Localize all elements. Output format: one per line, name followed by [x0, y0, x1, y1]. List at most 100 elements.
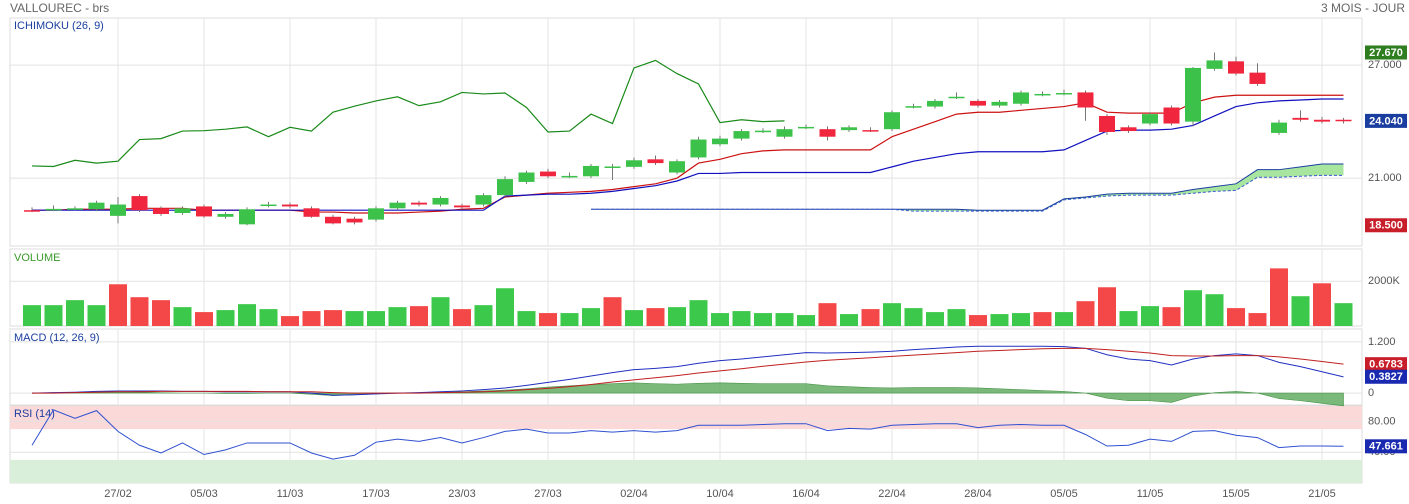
- rsi-line: [31, 409, 1344, 460]
- band: [10, 406, 1362, 430]
- price-tag-label: 47.661: [1369, 441, 1403, 453]
- candle: [991, 101, 1008, 106]
- volume-bar: [625, 310, 643, 326]
- x-tick-label: 15/05: [1222, 488, 1250, 500]
- x-tick-label: 02/04: [620, 488, 648, 500]
- candle: [24, 210, 40, 212]
- candle: [1314, 119, 1330, 122]
- candle: [1099, 115, 1115, 132]
- volume-bar: [668, 307, 686, 326]
- candle: [970, 100, 986, 106]
- x-tick-label: 11/03: [277, 488, 304, 500]
- candle: [239, 209, 255, 225]
- volume-bar: [23, 305, 41, 326]
- price-tag-label: 24.040: [1369, 115, 1403, 127]
- candle: [110, 204, 126, 216]
- candle: [1292, 117, 1309, 120]
- candle: [1120, 127, 1137, 132]
- volume-bar: [990, 314, 1009, 326]
- volume-bar: [732, 311, 751, 326]
- volume-bar: [324, 310, 342, 326]
- volume-bar: [195, 312, 213, 326]
- volume-bar: [1334, 303, 1353, 326]
- volume-bar: [453, 309, 471, 326]
- price-tag: [1365, 369, 1407, 384]
- candle: [153, 208, 169, 214]
- volume-bar: [754, 313, 772, 326]
- volume-bar: [1141, 306, 1159, 326]
- x-tick-label: 27/02: [104, 488, 132, 500]
- candle: [1271, 122, 1287, 133]
- period: 3 MOIS - JOUR: [1321, 1, 1405, 15]
- volume-bar: [711, 313, 729, 326]
- candle: [884, 112, 900, 130]
- x-tick-label: 16/04: [792, 488, 820, 500]
- candle: [1185, 67, 1201, 122]
- candle: [1249, 72, 1266, 84]
- candle: [346, 218, 363, 223]
- price-tag: [1365, 45, 1407, 60]
- candle: [217, 213, 234, 217]
- volume-bar: [646, 308, 665, 326]
- histogram: [31, 382, 1344, 407]
- candle: [368, 208, 384, 220]
- volume-bar: [410, 306, 428, 326]
- candle: [798, 126, 814, 129]
- volume-bar: [474, 305, 493, 326]
- candle: [1056, 92, 1072, 95]
- x-tick-label: 27/03: [534, 488, 562, 500]
- candle: [518, 172, 535, 182]
- price-tag: [1365, 218, 1407, 233]
- volume-bar: [1012, 313, 1030, 326]
- candle: [325, 216, 341, 224]
- x-tick-label: 05/05: [1050, 488, 1078, 500]
- candle: [389, 202, 406, 209]
- page-title: VALLOUREC - brs: [10, 1, 109, 15]
- candle: [669, 161, 685, 173]
- volume-bar: [517, 311, 536, 326]
- volume-bar: [1076, 301, 1095, 326]
- volume-bar: [560, 313, 579, 326]
- volume-bar: [797, 315, 815, 326]
- candle: [819, 129, 836, 137]
- candle: [755, 130, 771, 133]
- price-tag: [1365, 113, 1407, 128]
- band: [10, 459, 1362, 483]
- candle: [45, 208, 62, 211]
- macd-line: [32, 347, 1344, 394]
- volume-bar: [1248, 313, 1267, 326]
- y-tick-label: 0: [1368, 387, 1374, 399]
- volume-bar: [969, 315, 987, 326]
- volume-bar: [1162, 307, 1181, 326]
- price-tag: [1365, 357, 1407, 372]
- x-tick-label: 05/03: [190, 488, 218, 500]
- x-tick-label: 17/03: [362, 488, 390, 500]
- price-tag: [1365, 439, 1407, 454]
- candle: [776, 129, 793, 137]
- candle: [131, 196, 148, 211]
- price-tag-label: 0.6783: [1369, 359, 1403, 371]
- y-tick-label: 1.200: [1368, 336, 1396, 348]
- candle: [1335, 119, 1352, 122]
- candle: [196, 206, 212, 217]
- candle: [497, 179, 513, 196]
- volume-bar: [281, 316, 299, 326]
- candle: [948, 96, 965, 99]
- panel-title: VOLUME: [14, 252, 60, 264]
- volume-bar: [152, 300, 170, 326]
- candle: [862, 130, 879, 132]
- x-tick-label: 11/05: [1137, 488, 1164, 500]
- candle: [282, 204, 298, 207]
- candle: [432, 197, 449, 205]
- volume-bar: [496, 288, 514, 326]
- volume-bar: [818, 303, 837, 326]
- y-tick-label: 2000K: [1368, 275, 1400, 287]
- x-tick-label: 10/04: [706, 488, 734, 500]
- candle: [1206, 60, 1223, 69]
- volume-bar: [883, 303, 901, 326]
- price-panel: [9, 17, 1363, 247]
- volume-bar: [66, 300, 84, 326]
- volume-bar: [130, 297, 149, 326]
- volume-bar: [582, 308, 600, 326]
